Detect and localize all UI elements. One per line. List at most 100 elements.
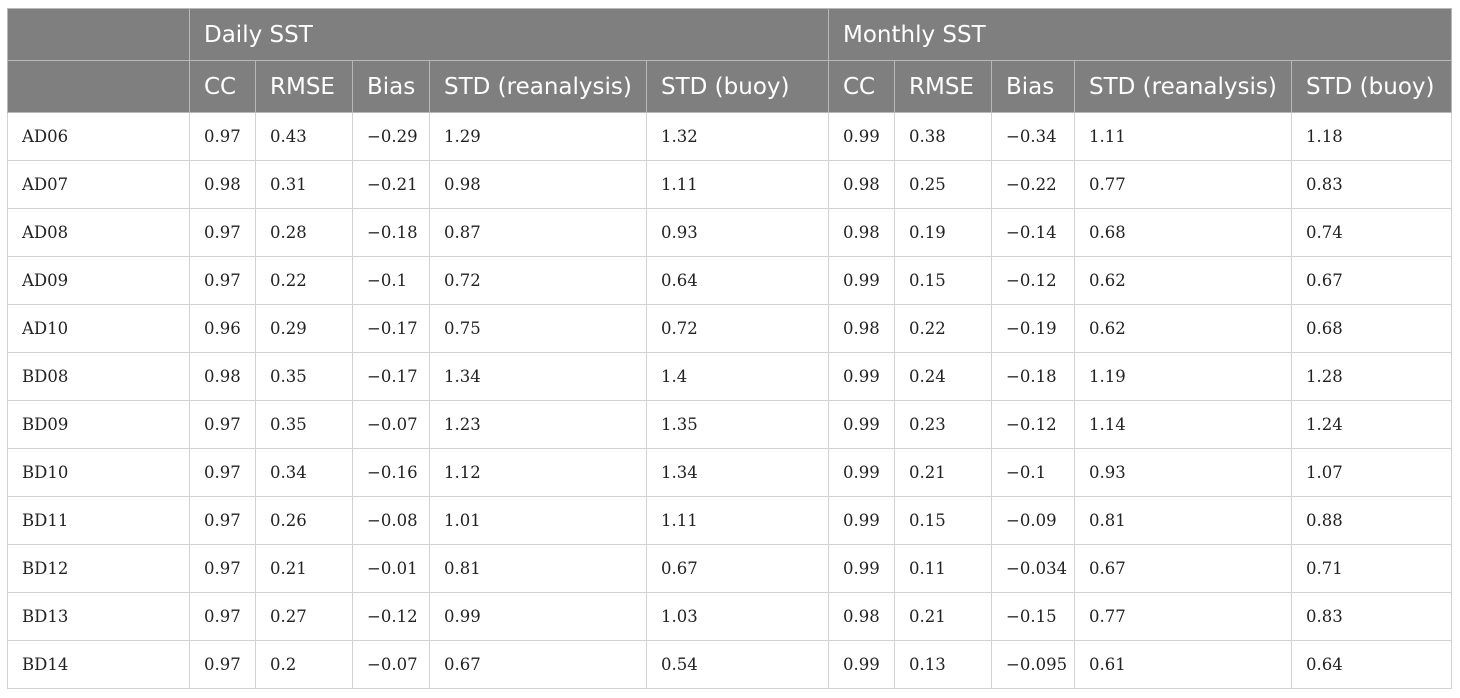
cell-daily-rmse: 0.43 — [255, 112, 353, 161]
cell-monthly-cc: 0.99 — [828, 544, 895, 593]
cell-monthly-std-buoy: 0.74 — [1291, 208, 1452, 257]
cell-daily-cc: 0.96 — [189, 304, 256, 353]
cell-monthly-std-buoy: 0.83 — [1291, 592, 1452, 641]
cell-daily-rmse: 0.28 — [255, 208, 353, 257]
cell-monthly-cc: 0.99 — [828, 256, 895, 305]
cell-monthly-rmse: 0.21 — [894, 592, 992, 641]
cell-monthly-std-reanalysis: 0.62 — [1074, 256, 1292, 305]
cell-daily-std-buoy: 1.11 — [646, 160, 829, 209]
cell-monthly-std-buoy: 0.71 — [1291, 544, 1452, 593]
cell-monthly-std-reanalysis: 0.67 — [1074, 544, 1292, 593]
cell-monthly-std-buoy: 0.83 — [1291, 160, 1452, 209]
cell-monthly-bias: −0.1 — [991, 448, 1075, 497]
column-header-daily-std-buoy: STD (buoy) — [646, 60, 829, 113]
cell-monthly-rmse: 0.11 — [894, 544, 992, 593]
column-header-daily-rmse: RMSE — [255, 60, 353, 113]
table-row: BD13 0.97 0.27 −0.12 0.99 1.03 0.98 0.21 −0.15 0.… — [7, 592, 1452, 641]
cell-daily-bias: −0.07 — [352, 400, 430, 449]
cell-daily-cc: 0.97 — [189, 448, 256, 497]
column-header-monthly-cc: CC — [828, 60, 895, 113]
cell-station: BD12 — [7, 544, 190, 593]
cell-station: AD08 — [7, 208, 190, 257]
cell-monthly-cc: 0.98 — [828, 208, 895, 257]
cell-monthly-rmse: 0.38 — [894, 112, 992, 161]
cell-daily-rmse: 0.35 — [255, 400, 353, 449]
cell-daily-std-buoy: 0.67 — [646, 544, 829, 593]
cell-station: BD11 — [7, 496, 190, 545]
cell-daily-std-buoy: 1.32 — [646, 112, 829, 161]
column-header-daily-std-reanalysis: STD (reanalysis) — [429, 60, 647, 113]
cell-daily-bias: −0.16 — [352, 448, 430, 497]
cell-monthly-rmse: 0.23 — [894, 400, 992, 449]
cell-station: BD08 — [7, 352, 190, 401]
table-row: AD09 0.97 0.22 −0.1 0.72 0.64 0.99 0.15 −0.12 0.6… — [7, 256, 1452, 305]
cell-station: BD13 — [7, 592, 190, 641]
table-row: BD08 0.98 0.35 −0.17 1.34 1.4 0.99 0.24 −0.18 1.1… — [7, 352, 1452, 401]
cell-daily-rmse: 0.34 — [255, 448, 353, 497]
column-header-monthly-rmse: RMSE — [894, 60, 992, 113]
cell-daily-cc: 0.97 — [189, 544, 256, 593]
cell-station: AD07 — [7, 160, 190, 209]
cell-daily-cc: 0.97 — [189, 400, 256, 449]
cell-monthly-std-reanalysis: 0.61 — [1074, 640, 1292, 689]
cell-monthly-rmse: 0.13 — [894, 640, 992, 689]
cell-daily-cc: 0.97 — [189, 592, 256, 641]
cell-daily-std-buoy: 1.4 — [646, 352, 829, 401]
cell-monthly-cc: 0.99 — [828, 496, 895, 545]
cell-daily-cc: 0.97 — [189, 256, 256, 305]
cell-monthly-rmse: 0.21 — [894, 448, 992, 497]
cell-monthly-bias: −0.22 — [991, 160, 1075, 209]
cell-monthly-std-reanalysis: 1.11 — [1074, 112, 1292, 161]
cell-monthly-std-buoy: 0.68 — [1291, 304, 1452, 353]
cell-daily-std-buoy: 1.11 — [646, 496, 829, 545]
cell-monthly-std-reanalysis: 1.19 — [1074, 352, 1292, 401]
column-header-monthly-bias: Bias — [991, 60, 1075, 113]
cell-daily-std-reanalysis: 0.98 — [429, 160, 647, 209]
table-row: BD11 0.97 0.26 −0.08 1.01 1.11 0.99 0.15 −0.09 0.… — [7, 496, 1452, 545]
table-row: AD08 0.97 0.28 −0.18 0.87 0.93 0.98 0.19 −0.14 0.… — [7, 208, 1452, 257]
cell-daily-std-reanalysis: 1.29 — [429, 112, 647, 161]
cell-station: BD10 — [7, 448, 190, 497]
cell-monthly-bias: −0.034 — [991, 544, 1075, 593]
cell-monthly-bias: −0.12 — [991, 400, 1075, 449]
table-row: AD06 0.97 0.43 −0.29 1.29 1.32 0.99 0.38 −0.34 1.… — [7, 112, 1452, 161]
cell-daily-std-reanalysis: 0.87 — [429, 208, 647, 257]
cell-monthly-cc: 0.98 — [828, 592, 895, 641]
cell-monthly-bias: −0.15 — [991, 592, 1075, 641]
cell-daily-rmse: 0.26 — [255, 496, 353, 545]
cell-monthly-std-reanalysis: 0.81 — [1074, 496, 1292, 545]
cell-monthly-std-buoy: 1.24 — [1291, 400, 1452, 449]
cell-daily-std-reanalysis: 1.12 — [429, 448, 647, 497]
cell-monthly-std-buoy: 1.07 — [1291, 448, 1452, 497]
cell-daily-cc: 0.98 — [189, 160, 256, 209]
cell-daily-rmse: 0.22 — [255, 256, 353, 305]
stub-group-header — [7, 8, 190, 61]
cell-daily-bias: −0.07 — [352, 640, 430, 689]
cell-daily-std-reanalysis: 1.23 — [429, 400, 647, 449]
cell-monthly-cc: 0.99 — [828, 112, 895, 161]
cell-monthly-std-buoy: 0.64 — [1291, 640, 1452, 689]
table-row: AD07 0.98 0.31 −0.21 0.98 1.11 0.98 0.25 −0.22 0.… — [7, 160, 1452, 209]
cell-daily-std-reanalysis: 0.67 — [429, 640, 647, 689]
cell-monthly-cc: 0.99 — [828, 640, 895, 689]
cell-daily-rmse: 0.31 — [255, 160, 353, 209]
cell-daily-rmse: 0.35 — [255, 352, 353, 401]
cell-daily-std-reanalysis: 1.01 — [429, 496, 647, 545]
column-header-monthly-std-reanalysis: STD (reanalysis) — [1074, 60, 1292, 113]
cell-monthly-std-buoy: 1.28 — [1291, 352, 1452, 401]
cell-daily-rmse: 0.27 — [255, 592, 353, 641]
cell-daily-cc: 0.97 — [189, 640, 256, 689]
cell-monthly-bias: −0.18 — [991, 352, 1075, 401]
cell-monthly-cc: 0.99 — [828, 448, 895, 497]
cell-monthly-bias: −0.12 — [991, 256, 1075, 305]
cell-daily-cc: 0.98 — [189, 352, 256, 401]
column-header-row: CC RMSE Bias STD (reanalysis) STD (buoy)… — [7, 60, 1452, 113]
cell-monthly-bias: −0.095 — [991, 640, 1075, 689]
column-header-daily-cc: CC — [189, 60, 256, 113]
cell-monthly-rmse: 0.25 — [894, 160, 992, 209]
cell-daily-std-buoy: 1.03 — [646, 592, 829, 641]
cell-monthly-bias: −0.19 — [991, 304, 1075, 353]
column-header-monthly-std-buoy: STD (buoy) — [1291, 60, 1452, 113]
cell-station: AD10 — [7, 304, 190, 353]
cell-daily-rmse: 0.29 — [255, 304, 353, 353]
